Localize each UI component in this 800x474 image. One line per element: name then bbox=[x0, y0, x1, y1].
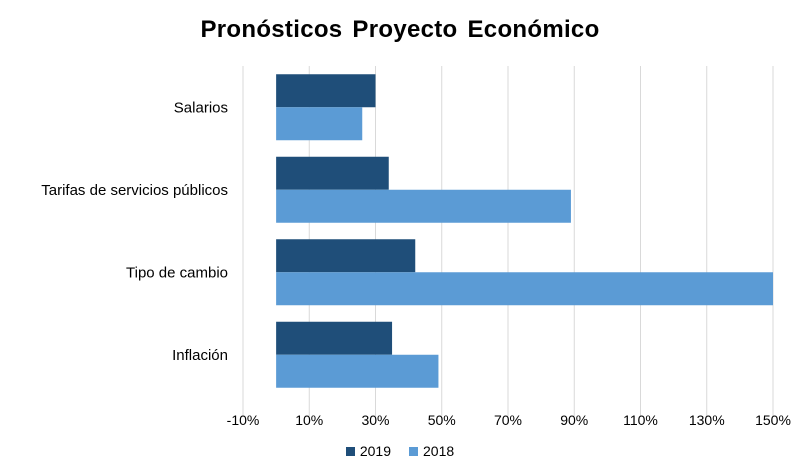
bar-2018 bbox=[276, 107, 363, 141]
legend-label: 2019 bbox=[359, 443, 391, 459]
x-tick-label: 70% bbox=[494, 412, 522, 428]
x-axis-tick-labels: -10% 10% 30% 50% 70% 90% 110% 130% 150% bbox=[227, 412, 791, 428]
x-tick-label: -10% bbox=[227, 412, 260, 428]
x-tick-label: 10% bbox=[295, 412, 323, 428]
legend: 2019 2018 bbox=[0, 443, 800, 459]
legend-item-2018: 2018 bbox=[409, 443, 454, 459]
bar-2019 bbox=[276, 74, 376, 108]
x-tick-label: 30% bbox=[361, 412, 389, 428]
x-tick-label: 110% bbox=[623, 412, 658, 428]
category-label: Tipo de cambio bbox=[126, 264, 228, 281]
bar-2019 bbox=[276, 239, 416, 273]
bar-2018 bbox=[276, 272, 773, 306]
category-labels: Salarios Tarifas de servicios públicos Tip… bbox=[41, 99, 228, 364]
bar-2018 bbox=[276, 189, 571, 223]
legend-swatch bbox=[345, 446, 355, 456]
bar-2018 bbox=[276, 354, 439, 388]
chart-title: Pronósticos Proyecto Económico bbox=[200, 16, 600, 43]
x-tick-label: 130% bbox=[689, 412, 725, 428]
bars bbox=[276, 74, 773, 388]
category-label: Tarifas de servicios públicos bbox=[41, 182, 228, 199]
bar-2019 bbox=[276, 156, 389, 190]
category-label: Salarios bbox=[174, 99, 228, 116]
x-tick-label: 90% bbox=[560, 412, 588, 428]
legend-label: 2018 bbox=[423, 443, 455, 459]
bar-2019 bbox=[276, 321, 393, 355]
x-tick-label: 50% bbox=[428, 412, 456, 428]
legend-swatch bbox=[409, 446, 418, 456]
legend-item-2019: 2019 bbox=[345, 443, 391, 459]
x-tick-label: 150% bbox=[755, 412, 791, 428]
category-label: Inflación bbox=[172, 347, 228, 364]
